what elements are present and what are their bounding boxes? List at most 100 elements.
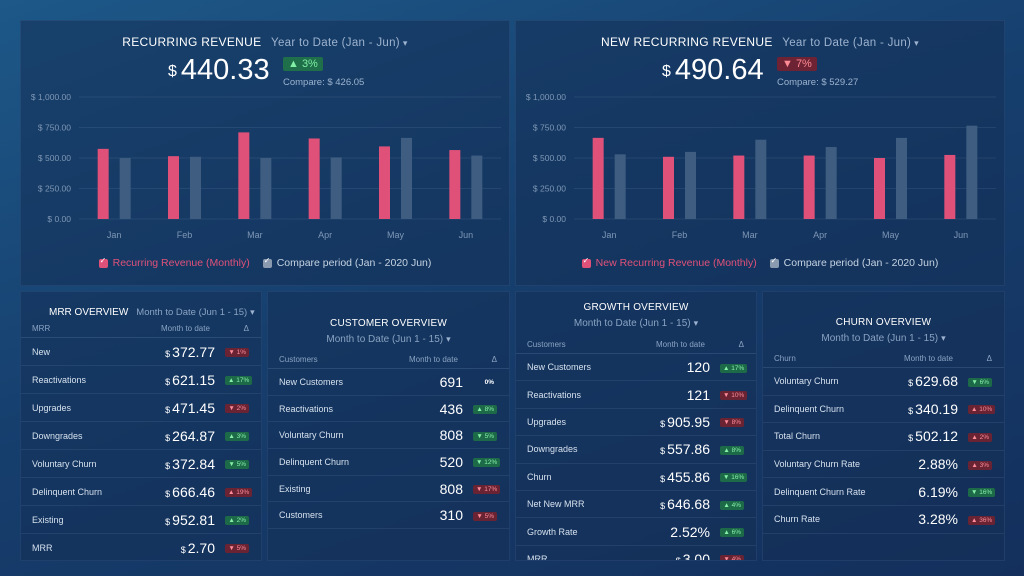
legend-compare-label: Compare period (Jan - 2020 Jun) <box>783 257 939 269</box>
bar-main[interactable] <box>592 137 604 219</box>
recurring-revenue-panel: RECURRING REVENUE Year to Date (Jan - Ju… <box>20 20 510 286</box>
row-delta: ▼ 6% <box>968 376 992 387</box>
period-label: Month to Date (Jun 1 - 15) <box>573 318 691 329</box>
currency-symbol: $ <box>660 418 666 429</box>
growth-overview-title: GROWTH OVERVIEW <box>583 302 689 313</box>
y-tick-label: $ 0.00 <box>542 214 566 224</box>
row-delta: ▼ 12% <box>473 456 501 468</box>
new-recurring-revenue-title: NEW RECURRING REVENUE <box>601 35 773 49</box>
row-value: $629.68 <box>878 373 968 389</box>
row-value: 121 <box>630 387 720 403</box>
currency-symbol: $ <box>908 433 914 444</box>
row-value: 2.52% <box>630 524 720 540</box>
row-delta: ▲ 36% <box>968 514 996 525</box>
growth-overview-period-dropdown[interactable]: Month to Date (Jun 1 - 15) ▾ <box>516 318 756 329</box>
legend-item-compare[interactable]: Compare period (Jan - 2020 Jun) <box>262 256 431 269</box>
row-value: 6.19% <box>878 484 968 500</box>
value-number: 3.28% <box>918 511 958 528</box>
legend-main-label: New Recurring Revenue (Monthly) <box>595 257 757 269</box>
value-number: 557.86 <box>667 441 710 458</box>
bar-compare[interactable] <box>330 157 342 219</box>
value-number: 666.46 <box>172 483 215 500</box>
row-value: $2.70 <box>135 540 225 556</box>
row-value: 310 <box>383 507 473 523</box>
mrr-overview-period-dropdown[interactable]: Month to Date (Jun 1 - 15) ▾ <box>136 307 254 318</box>
table-row: Existing 808 ▼ 17% <box>268 476 509 503</box>
bar-compare[interactable] <box>896 137 907 219</box>
bar-main[interactable] <box>874 158 885 219</box>
legend-item-main[interactable]: Recurring Revenue (Monthly) <box>98 256 250 269</box>
delta-badge: ▼ 16% <box>968 488 996 498</box>
delta-badge: ▲ 17% <box>720 363 748 373</box>
bar-main[interactable] <box>238 132 250 219</box>
delta-badge: ▲ 2% <box>968 432 992 442</box>
period-label: Month to Date (Jun 1 - 15) <box>821 333 939 344</box>
bar-compare[interactable] <box>614 154 626 219</box>
row-value: $372.77 <box>135 344 225 360</box>
delta-badge: ▲ 3% <box>225 432 249 441</box>
table-row: Delinquent Churn Rate 6.19% ▼ 16% <box>763 478 1004 506</box>
bar-compare[interactable] <box>260 158 272 219</box>
value-number: 6.19% <box>918 483 958 500</box>
col-value: Month to date <box>904 354 953 363</box>
bar-compare[interactable] <box>685 151 696 219</box>
bar-compare[interactable] <box>119 158 131 219</box>
chevron-down-icon: ▾ <box>402 38 408 48</box>
row-value: $502.12 <box>878 428 968 444</box>
bar-main[interactable] <box>733 155 745 219</box>
period-label: Month to Date (Jun 1 - 15) <box>136 306 248 318</box>
table-row: Customers 310 ▼ 5% <box>268 502 509 530</box>
checkbox-checked-icon <box>769 256 779 268</box>
row-value: $3.00 <box>630 551 720 560</box>
bar-main[interactable] <box>803 155 815 219</box>
value-number: 2.88% <box>918 456 958 473</box>
table-row: Voluntary Churn 808 ▼ 5% <box>268 422 509 450</box>
row-label: New Customers <box>527 362 592 373</box>
table-row: New $372.77 ▼ 1% <box>21 338 261 366</box>
bar-compare[interactable] <box>825 147 837 219</box>
customer-overview-period-dropdown[interactable]: Month to Date (Jun 1 - 15) ▾ <box>268 334 509 345</box>
y-tick-label: $ 1,000.00 <box>31 92 71 102</box>
chevron-down-icon: ▾ <box>941 333 946 343</box>
row-delta: ▲ 10% <box>968 403 996 415</box>
table-row: Downgrades $264.87 ▲ 3% <box>21 422 261 450</box>
bar-compare[interactable] <box>755 139 767 219</box>
row-label: Upgrades <box>32 402 72 413</box>
value-number: 808 <box>439 480 463 497</box>
bar-compare[interactable] <box>966 125 978 219</box>
row-label: MRR <box>32 542 53 553</box>
new-recurring-revenue-period-dropdown[interactable]: Year to Date (Jan - Jun) ▾ <box>782 37 919 49</box>
legend-item-compare[interactable]: Compare period (Jan - 2020 Jun) <box>769 256 939 269</box>
col-delta: Δ <box>491 355 497 364</box>
row-delta: ▲ 3% <box>968 459 992 470</box>
currency-symbol: $ <box>165 488 171 499</box>
bar-compare[interactable] <box>401 137 412 219</box>
row-label: Voluntary Churn <box>32 458 97 469</box>
table-row: Downgrades $557.86 ▲ 8% <box>516 436 756 464</box>
value-number: 646.68 <box>667 496 710 513</box>
recurring-revenue-period-dropdown[interactable]: Year to Date (Jan - Jun) ▾ <box>271 37 408 49</box>
y-tick-label: $ 500.00 <box>38 153 71 163</box>
churn-overview-period-dropdown[interactable]: Month to Date (Jun 1 - 15) ▾ <box>763 333 1004 344</box>
growth-overview-panel: GROWTH OVERVIEW Month to Date (Jun 1 - 1… <box>515 291 757 561</box>
bar-compare[interactable] <box>190 156 201 219</box>
row-label: Growth Rate <box>527 526 578 537</box>
table-row: New Customers 691 0% <box>268 369 509 396</box>
chevron-down-icon: ▾ <box>446 334 451 344</box>
bar-compare[interactable] <box>471 155 483 219</box>
recurring-revenue-delta-badge: ▲ 3% <box>283 57 323 71</box>
bar-main[interactable] <box>944 154 956 219</box>
new-recurring-revenue-panel: NEW RECURRING REVENUE Year to Date (Jan … <box>515 20 1005 286</box>
customer-overview-panel: CUSTOMER OVERVIEW Month to Date (Jun 1 -… <box>267 291 510 561</box>
bar-main[interactable] <box>449 150 461 219</box>
currency-symbol: $ <box>165 432 171 443</box>
legend-item-main[interactable]: New Recurring Revenue (Monthly) <box>581 256 757 269</box>
bar-main[interactable] <box>663 156 674 219</box>
table-header: Churn Month to date Δ <box>763 354 1004 368</box>
bar-main[interactable] <box>308 138 320 219</box>
bar-main[interactable] <box>168 156 179 219</box>
bar-main[interactable] <box>97 148 109 219</box>
bar-main[interactable] <box>379 146 390 219</box>
col-value: Month to date <box>161 324 210 333</box>
col-delta: Δ <box>738 340 744 349</box>
